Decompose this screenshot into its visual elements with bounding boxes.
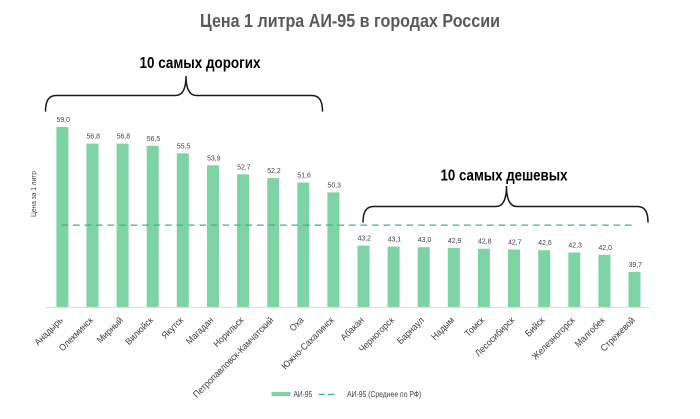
svg-text:АИ-95 (Среднее по РФ): АИ-95 (Среднее по РФ)	[347, 390, 422, 399]
svg-text:52,7: 52,7	[237, 162, 250, 171]
svg-text:43,0: 43,0	[418, 235, 431, 244]
svg-text:10 самых дорогих: 10 самых дорогих	[140, 55, 261, 72]
svg-text:Цена 1 литра АИ-95 в городах Р: Цена 1 литра АИ-95 в городах России	[200, 11, 500, 31]
svg-text:43,1: 43,1	[388, 235, 401, 244]
svg-text:56,5: 56,5	[147, 134, 160, 143]
svg-text:10 самых дешевых: 10 самых дешевых	[441, 168, 568, 185]
svg-text:52,2: 52,2	[267, 166, 280, 175]
svg-text:53,9: 53,9	[207, 153, 220, 162]
svg-text:55,5: 55,5	[177, 141, 190, 150]
svg-text:43,2: 43,2	[358, 234, 371, 243]
svg-text:42,8: 42,8	[478, 237, 491, 246]
svg-text:42,9: 42,9	[448, 236, 461, 245]
svg-text:АИ-95: АИ-95	[294, 390, 313, 399]
svg-text:42,7: 42,7	[508, 238, 521, 247]
svg-text:42,0: 42,0	[599, 243, 612, 252]
svg-text:42,6: 42,6	[538, 238, 551, 247]
svg-text:42,3: 42,3	[568, 241, 581, 250]
svg-text:56,8: 56,8	[117, 132, 130, 141]
svg-text:51,6: 51,6	[297, 171, 310, 180]
svg-text:39,7: 39,7	[629, 260, 642, 269]
svg-text:59,0: 59,0	[57, 115, 70, 124]
svg-text:Цена за 1 литр: Цена за 1 литр	[29, 171, 38, 217]
svg-text:50,3: 50,3	[328, 180, 341, 189]
svg-text:56,8: 56,8	[87, 132, 100, 141]
